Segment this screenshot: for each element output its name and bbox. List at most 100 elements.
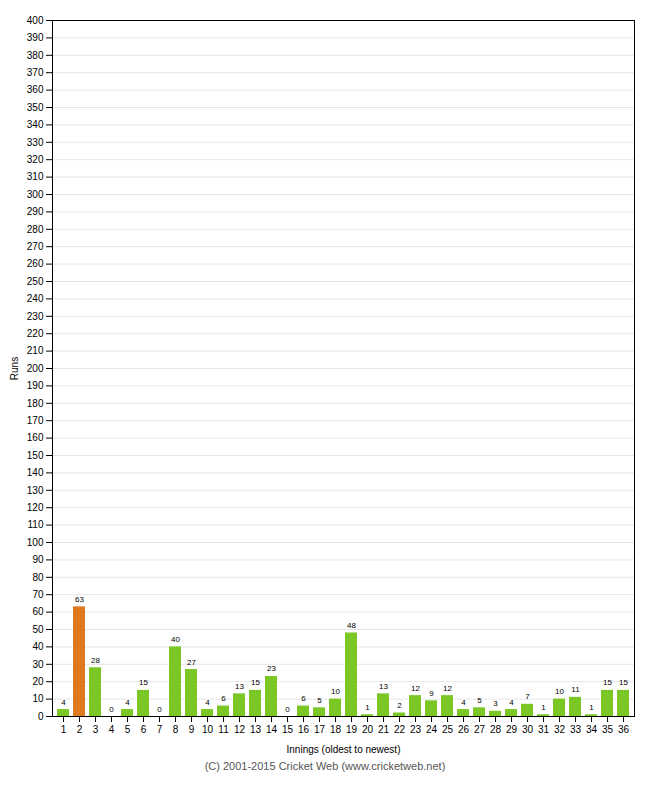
svg-text:17: 17 [314, 724, 326, 735]
svg-text:370: 370 [27, 67, 44, 78]
svg-text:10: 10 [331, 687, 340, 696]
svg-text:80: 80 [32, 572, 44, 583]
svg-text:5: 5 [125, 724, 131, 735]
svg-text:31: 31 [538, 724, 550, 735]
svg-text:4: 4 [61, 698, 66, 707]
svg-text:210: 210 [27, 345, 44, 356]
svg-text:11: 11 [571, 685, 580, 694]
svg-text:0: 0 [285, 705, 290, 714]
svg-text:25: 25 [442, 724, 454, 735]
svg-text:130: 130 [27, 485, 44, 496]
svg-text:1: 1 [365, 703, 370, 712]
svg-text:7: 7 [525, 692, 530, 701]
svg-text:19: 19 [346, 724, 358, 735]
svg-text:18: 18 [330, 724, 342, 735]
svg-text:380: 380 [27, 50, 44, 61]
svg-text:13: 13 [379, 682, 388, 691]
svg-text:22: 22 [394, 724, 406, 735]
svg-text:2: 2 [397, 701, 402, 710]
svg-text:6: 6 [221, 694, 226, 703]
svg-text:26: 26 [458, 724, 470, 735]
svg-text:4: 4 [205, 698, 210, 707]
svg-text:28: 28 [91, 656, 100, 665]
svg-text:0: 0 [109, 705, 114, 714]
svg-text:5: 5 [317, 696, 322, 705]
svg-text:150: 150 [27, 450, 44, 461]
svg-text:6: 6 [301, 694, 306, 703]
svg-text:15: 15 [139, 678, 148, 687]
svg-text:10: 10 [32, 693, 44, 704]
svg-text:100: 100 [27, 537, 44, 548]
svg-text:200: 200 [27, 363, 44, 374]
svg-text:190: 190 [27, 380, 44, 391]
svg-text:15: 15 [251, 678, 260, 687]
svg-text:23: 23 [267, 664, 276, 673]
svg-text:260: 260 [27, 258, 44, 269]
svg-text:36: 36 [618, 724, 630, 735]
svg-text:180: 180 [27, 398, 44, 409]
svg-text:360: 360 [27, 84, 44, 95]
svg-text:320: 320 [27, 154, 44, 165]
svg-text:21: 21 [378, 724, 390, 735]
svg-text:4: 4 [109, 724, 115, 735]
svg-text:400: 400 [27, 15, 44, 26]
svg-text:4: 4 [509, 698, 514, 707]
svg-text:390: 390 [27, 32, 44, 43]
svg-text:50: 50 [32, 624, 44, 635]
svg-text:23: 23 [410, 724, 422, 735]
svg-text:0: 0 [157, 705, 162, 714]
svg-text:48: 48 [347, 621, 356, 630]
svg-text:280: 280 [27, 224, 44, 235]
svg-text:310: 310 [27, 171, 44, 182]
svg-text:20: 20 [362, 724, 374, 735]
svg-text:300: 300 [27, 189, 44, 200]
svg-text:30: 30 [32, 659, 44, 670]
svg-text:14: 14 [266, 724, 278, 735]
svg-text:120: 120 [27, 502, 44, 513]
svg-text:12: 12 [411, 684, 420, 693]
svg-text:290: 290 [27, 206, 44, 217]
svg-text:33: 33 [570, 724, 582, 735]
svg-text:40: 40 [171, 635, 180, 644]
svg-text:20: 20 [32, 676, 44, 687]
svg-text:1: 1 [61, 724, 67, 735]
svg-text:27: 27 [187, 658, 196, 667]
svg-text:4: 4 [125, 698, 130, 707]
svg-text:0: 0 [38, 711, 44, 722]
svg-text:7: 7 [157, 724, 163, 735]
svg-text:110: 110 [28, 519, 44, 530]
svg-text:140: 140 [27, 467, 44, 478]
svg-text:220: 220 [27, 328, 44, 339]
svg-text:24: 24 [426, 724, 438, 735]
svg-text:15: 15 [603, 678, 612, 687]
svg-text:35: 35 [602, 724, 614, 735]
svg-text:Innings (oldest to newest): Innings (oldest to newest) [287, 744, 401, 755]
svg-text:160: 160 [27, 432, 44, 443]
svg-text:29: 29 [506, 724, 518, 735]
svg-text:250: 250 [27, 276, 44, 287]
svg-text:3: 3 [493, 699, 498, 708]
svg-text:28: 28 [490, 724, 502, 735]
svg-text:70: 70 [32, 589, 44, 600]
svg-text:9: 9 [189, 724, 195, 735]
svg-text:1: 1 [541, 703, 546, 712]
svg-text:170: 170 [27, 415, 44, 426]
svg-text:330: 330 [27, 137, 44, 148]
svg-text:240: 240 [27, 293, 44, 304]
svg-text:10: 10 [202, 724, 214, 735]
svg-text:3: 3 [93, 724, 99, 735]
svg-text:13: 13 [250, 724, 262, 735]
svg-text:15: 15 [282, 724, 294, 735]
svg-text:34: 34 [586, 724, 598, 735]
svg-text:40: 40 [32, 641, 44, 652]
svg-text:27: 27 [474, 724, 486, 735]
svg-text:8: 8 [173, 724, 179, 735]
svg-text:340: 340 [27, 119, 44, 130]
svg-text:32: 32 [554, 724, 566, 735]
svg-text:230: 230 [27, 311, 44, 322]
svg-text:60: 60 [32, 606, 44, 617]
svg-text:270: 270 [27, 241, 44, 252]
svg-text:12: 12 [234, 724, 246, 735]
svg-text:1: 1 [589, 703, 594, 712]
svg-text:10: 10 [555, 687, 564, 696]
